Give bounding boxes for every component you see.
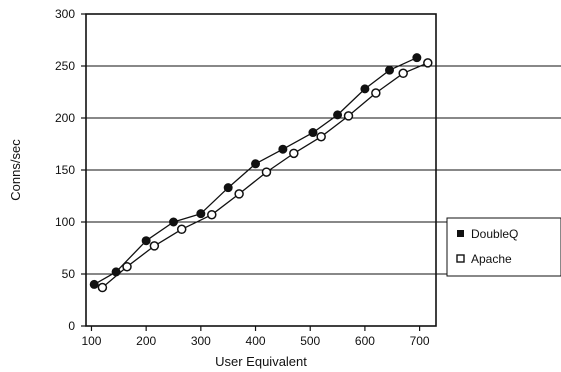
data-point-doubleq-8 — [308, 128, 318, 138]
series-layer — [89, 53, 433, 293]
data-point-doubleq-1 — [111, 267, 121, 277]
data-point-apache-3 — [176, 224, 187, 235]
y-tick-label-250: 250 — [55, 59, 75, 73]
y-tick-label-100: 100 — [55, 215, 75, 229]
data-point-doubleq-3 — [169, 217, 178, 227]
data-point-apache-6 — [261, 167, 272, 177]
data-point-doubleq-6 — [251, 159, 261, 169]
data-point-doubleq-7 — [278, 144, 288, 154]
data-point-doubleq-11 — [385, 65, 395, 75]
data-point-apache-8 — [316, 131, 326, 142]
x-tick-label-100: 100 — [81, 334, 101, 348]
y-tick-label-150: 150 — [55, 163, 75, 177]
legend: DoubleQ Apache — [446, 217, 561, 277]
x-axis-title: User Equivalent — [215, 354, 307, 369]
x-tick-label-600: 600 — [355, 334, 375, 348]
y-tick-label-300: 300 — [55, 7, 75, 21]
legend-swatch-doubleq — [457, 230, 464, 237]
data-point-apache-1 — [122, 261, 132, 272]
x-tick-label-200: 200 — [136, 334, 156, 348]
y-tick-label-0: 0 — [68, 319, 75, 333]
x-axis-ticks: 100 200 300 400 500 600 700 — [81, 326, 430, 348]
data-point-doubleq-9 — [333, 110, 343, 120]
legend-label-apache: Apache — [471, 252, 512, 266]
data-point-doubleq-2 — [141, 236, 151, 246]
data-point-apache-12 — [423, 58, 433, 68]
x-tick-label-400: 400 — [246, 334, 266, 348]
data-point-apache-4 — [207, 209, 217, 220]
data-point-apache-10 — [371, 88, 381, 98]
data-point-doubleq-4 — [196, 209, 206, 219]
y-axis-ticks: 0 50 100 150 200 250 300 — [55, 7, 86, 333]
legend-label-doubleq: DoubleQ — [471, 227, 518, 241]
data-point-apache-2 — [149, 241, 160, 251]
data-point-doubleq-0 — [89, 279, 99, 289]
data-point-doubleq-5 — [223, 183, 233, 193]
legend-box — [446, 217, 561, 277]
data-point-apache-5 — [234, 189, 244, 199]
series-line-doubleq — [93, 57, 418, 285]
data-point-apache-9 — [343, 111, 354, 121]
data-point-apache-7 — [289, 148, 299, 159]
data-point-apache-0 — [97, 282, 108, 293]
y-tick-label-200: 200 — [55, 111, 75, 125]
data-point-apache-11 — [398, 68, 408, 79]
x-tick-label-500: 500 — [300, 334, 320, 348]
x-tick-label-300: 300 — [191, 334, 211, 348]
y-axis-title: Conns/sec — [8, 139, 23, 201]
y-tick-label-50: 50 — [62, 267, 76, 281]
data-point-doubleq-12 — [412, 53, 422, 63]
data-point-doubleq-10 — [360, 84, 370, 94]
legend-swatch-apache — [456, 254, 465, 263]
x-tick-label-700: 700 — [410, 334, 430, 348]
